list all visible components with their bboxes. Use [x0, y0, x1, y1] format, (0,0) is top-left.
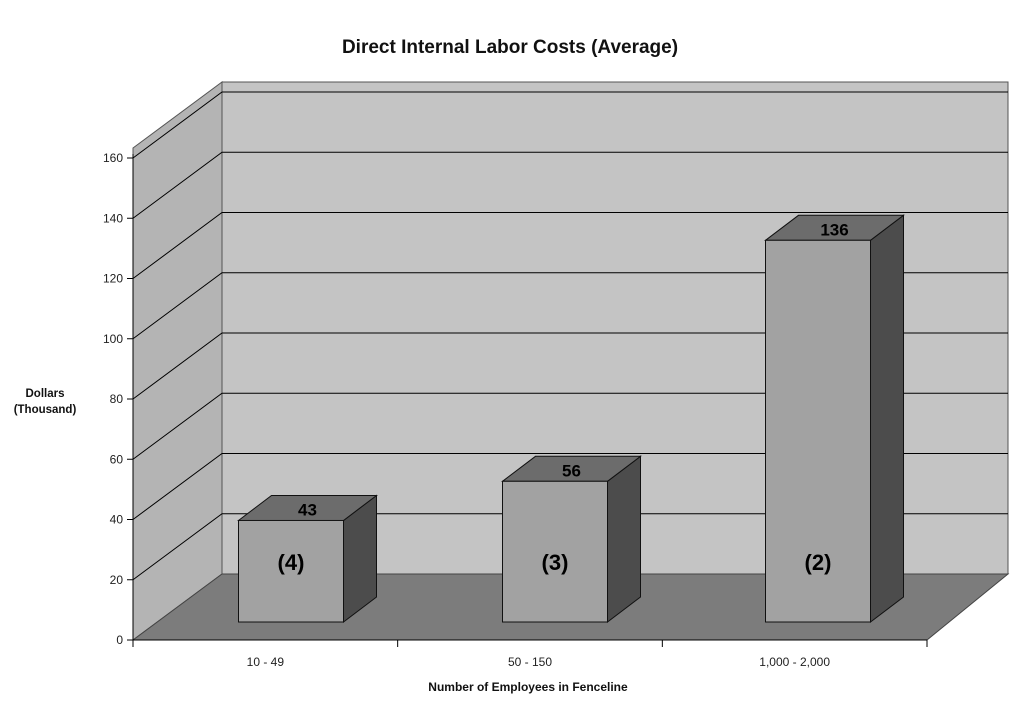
- bar-inner-label: (4): [278, 550, 305, 575]
- gridline: [132, 212, 1008, 279]
- y-tick-label: 0: [116, 633, 123, 647]
- bar-side: [607, 455, 641, 624]
- bar: [238, 519, 344, 623]
- gridline: [132, 272, 1008, 340]
- y-axis-label-line-2: (Thousand): [14, 404, 77, 416]
- gridline: [132, 513, 1008, 581]
- bar-group: 43 (4): [237, 494, 378, 624]
- y-tick-label: 140: [103, 211, 123, 225]
- data-label: 136: [820, 220, 848, 239]
- gridline: [132, 151, 1008, 219]
- y-tick-label: 60: [110, 452, 124, 466]
- axes: [127, 154, 928, 647]
- y-tick-label: 20: [110, 573, 124, 587]
- tick-labels: 0 20 40 60 80 100 120 140 160 10 - 49 50 - 150 1,00…: [103, 151, 830, 669]
- gridline: [132, 91, 1008, 159]
- gridline: [132, 392, 1008, 460]
- bar: [765, 239, 871, 623]
- bar-inner-label: (3): [542, 550, 569, 575]
- gridline: [132, 332, 1008, 400]
- y-tick-label: 100: [103, 332, 123, 346]
- data-label: 56: [562, 461, 581, 480]
- bar: [502, 480, 608, 623]
- x-tick-label: 10 - 49: [247, 655, 285, 669]
- bar-group: 136 (2): [764, 214, 905, 624]
- gridlines: [132, 91, 1008, 581]
- y-axis-label-line-1: Dollars: [26, 388, 65, 400]
- bar-group: 56 (3): [501, 455, 642, 624]
- bars: 43 (4) 56 (3) 136 (2): [237, 214, 905, 624]
- x-axis-label: Number of Employees in Fenceline: [428, 680, 628, 694]
- bar-side: [870, 214, 904, 624]
- y-tick-label: 120: [103, 272, 123, 286]
- y-tick-label: 80: [110, 392, 124, 406]
- bar-inner-label: (2): [805, 550, 832, 575]
- gridline: [132, 453, 1008, 520]
- data-label: 43: [298, 500, 317, 519]
- y-tick-label: 40: [110, 513, 124, 527]
- y-tick-label: 160: [103, 151, 123, 165]
- x-tick-label: 50 - 150: [508, 655, 552, 669]
- x-tick-label: 1,000 - 2,000: [759, 655, 830, 669]
- chart-title: Direct Internal Labor Costs (Average): [342, 37, 678, 58]
- side-wall: [132, 81, 223, 641]
